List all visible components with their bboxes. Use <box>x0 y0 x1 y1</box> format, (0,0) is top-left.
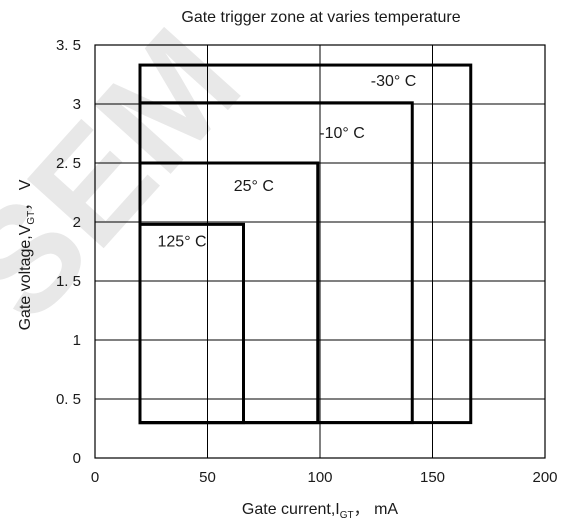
zone-rect-3 <box>138 222 245 425</box>
y-tick-label: 3. 5 <box>56 37 81 54</box>
watermark: SEM <box>0 0 271 351</box>
x-axis-label: Gate current,IGT， mA <box>242 501 398 521</box>
zone-label-0: -30° C <box>371 73 417 90</box>
zones: -30° C -10° C 25° C 125° C <box>138 63 473 425</box>
y-tick-label: 0 <box>73 450 81 467</box>
x-tick-labels: 0 50 100 150 200 <box>91 469 558 486</box>
y-tick-label: 0. 5 <box>56 391 81 408</box>
y-tick-label: 1 <box>73 332 81 349</box>
y-axis-label-main: Gate voltage,V <box>17 224 34 330</box>
x-tick-label: 100 <box>307 469 332 486</box>
y-axis-label-unit: ， V <box>17 179 34 210</box>
y-axis-label: Gate voltage,VGT， V <box>17 179 37 330</box>
y-tick-label: 3 <box>73 96 81 113</box>
x-tick-label: 50 <box>199 469 216 486</box>
x-axis-label-main: Gate current,I <box>242 501 340 518</box>
zone-label-2: 25° C <box>234 178 274 195</box>
plot-frame <box>94 44 546 459</box>
y-tick-label: 2. 5 <box>56 155 81 172</box>
y-axis-label-sub: GT <box>26 211 37 225</box>
y-tick-labels: 0 0. 5 1 1. 5 2 2. 5 3 3. 5 <box>56 37 81 467</box>
x-tick-label: 200 <box>532 469 557 486</box>
zone-label-3: 125° C <box>158 233 207 250</box>
x-axis-label-sub: GT <box>340 510 354 521</box>
zone-label-1: -10° C <box>319 125 365 142</box>
x-tick-label: 150 <box>420 469 445 486</box>
chart-title: Gate trigger zone at varies temperature <box>181 9 460 26</box>
y-tick-label: 2 <box>73 214 81 231</box>
y-tick-label: 1. 5 <box>56 273 81 290</box>
x-tick-label: 0 <box>91 469 99 486</box>
x-axis-label-unit: ， mA <box>354 501 399 518</box>
